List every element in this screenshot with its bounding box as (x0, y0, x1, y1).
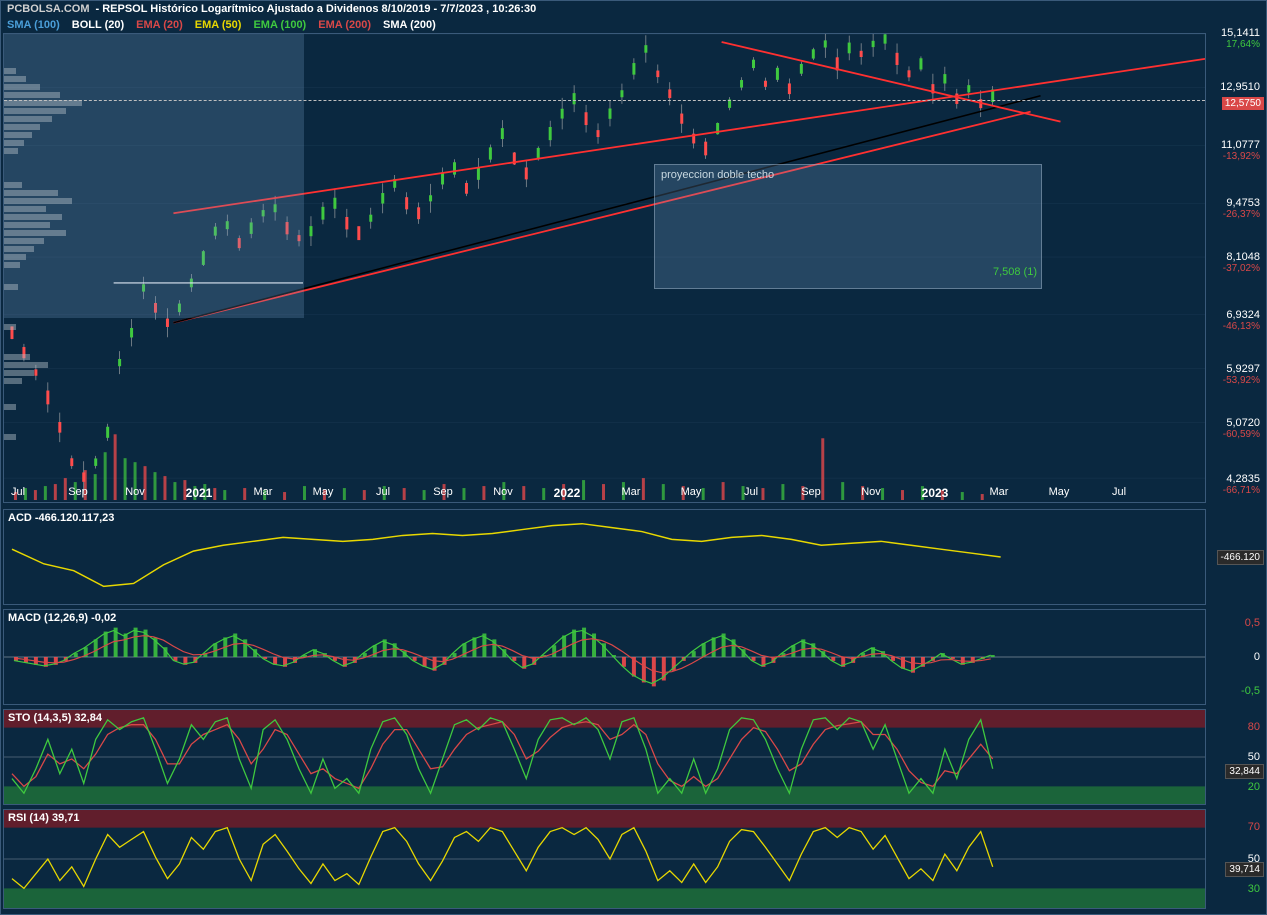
acd-title: ACD -466.120.117,23 (8, 512, 114, 524)
time-label: 2022 (554, 486, 581, 500)
sto-title: STO (14,3,5) 32,84 (8, 712, 102, 724)
chart-title-bar: PCBOLSA.COM - REPSOL Histórico Logarítmi… (7, 3, 1266, 17)
current-price-badge: 12,5750 (1222, 97, 1264, 110)
time-label: Sep (433, 486, 453, 498)
time-label: Sep (801, 486, 821, 498)
time-label: Jul (376, 486, 390, 498)
time-label: Jul (744, 486, 758, 498)
time-label: Mar (990, 486, 1009, 498)
time-label: Jul (11, 486, 25, 498)
price-y-axis: 15,141117,64%12,951011,0777-13,92%9,4753… (1208, 33, 1264, 503)
price-svg (4, 34, 1205, 502)
legend-item: SMA (200) (383, 19, 436, 33)
legend-item: EMA (100) (253, 19, 306, 33)
site-name: PCBOLSA.COM (7, 3, 90, 17)
rsi-svg (4, 810, 1205, 908)
time-label: May (313, 486, 334, 498)
time-label: Nov (493, 486, 513, 498)
sto-y-axis: 80502032,844 (1208, 709, 1264, 805)
time-label: 2021 (186, 486, 213, 500)
macd-title: MACD (12,26,9) -0,02 (8, 612, 116, 624)
legend-item: BOLL (20) (72, 19, 124, 33)
rsi-panel[interactable]: RSI (14) 39,71 (3, 809, 1206, 909)
rsi-y-axis: 70503039,714 (1208, 809, 1264, 909)
legend-item: SMA (100) (7, 19, 60, 33)
indicator-legend: SMA (100) BOLL (20) EMA (20) EMA (50) EMA (1… (7, 19, 436, 33)
legend-item: EMA (200) (318, 19, 371, 33)
chart-title: - REPSOL Histórico Logarítmico Ajustado … (96, 3, 537, 17)
acd-panel[interactable]: ACD -466.120.117,23 (3, 509, 1206, 605)
time-axis: Jul Sep Nov 2021 Mar May Jul Sep Nov 2022 Mar May Ju… (3, 486, 1206, 504)
acd-y-axis: -466.120 (1208, 509, 1264, 605)
rsi-title: RSI (14) 39,71 (8, 812, 80, 824)
macd-svg (4, 610, 1205, 704)
acd-svg (4, 510, 1205, 604)
time-label: May (681, 486, 702, 498)
current-price-line (4, 100, 1205, 101)
time-label: Mar (622, 486, 641, 498)
time-label: Mar (254, 486, 273, 498)
time-label: Nov (861, 486, 881, 498)
macd-panel[interactable]: MACD (12,26,9) -0,02 (3, 609, 1206, 705)
stock-chart-container: PCBOLSA.COM - REPSOL Histórico Logarítmi… (0, 0, 1267, 915)
sto-svg (4, 710, 1205, 804)
time-label: 2023 (922, 486, 949, 500)
time-label: Sep (68, 486, 88, 498)
legend-item: EMA (50) (195, 19, 242, 33)
time-label: Nov (125, 486, 145, 498)
legend-item: EMA (20) (136, 19, 183, 33)
time-label: Jul (1112, 486, 1126, 498)
macd-y-axis: 0,50-0,5 (1208, 609, 1264, 705)
price-panel[interactable]: proyeccion doble techo 7,508 (1) (3, 33, 1206, 503)
sto-panel[interactable]: STO (14,3,5) 32,84 (3, 709, 1206, 805)
time-label: May (1049, 486, 1070, 498)
